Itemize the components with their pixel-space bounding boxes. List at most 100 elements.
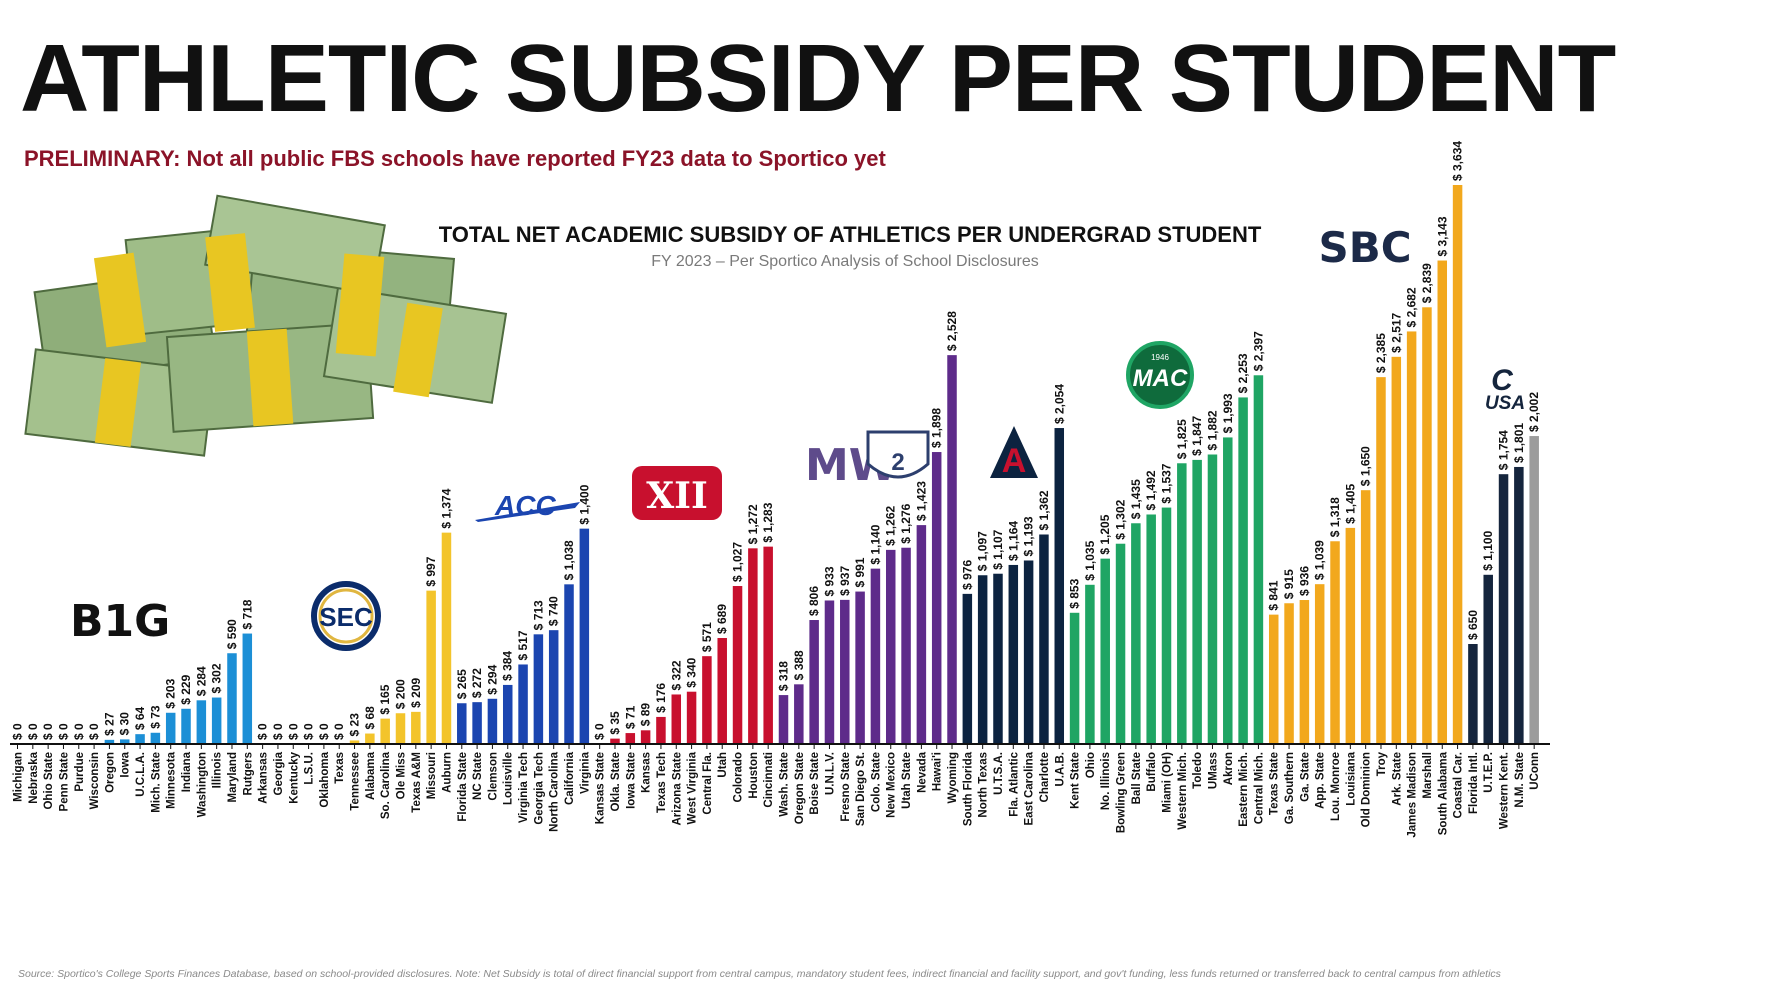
value-label: $ 0 [271,723,285,740]
school-label: Arizona State [671,752,683,826]
value-label: $ 1,801 [1512,423,1526,463]
value-label: $ 176 [654,683,668,713]
mac-logo: 1946 MAC [1126,341,1194,409]
school-label: Central Mich. [1253,752,1265,824]
value-label: $ 713 [531,600,545,630]
value-label: $ 200 [394,679,408,709]
footer-source-note: Source: Sportico's College Sports Financ… [18,968,1501,980]
school-label: Ole Miss [396,752,408,799]
value-label: $ 322 [669,660,683,690]
school-label: Ark. State [1391,752,1403,806]
aac-logo: A [990,426,1038,480]
school-label: UMass [1207,752,1219,789]
mac-logo-text: MAC [1133,365,1188,392]
value-label: $ 2,528 [945,311,959,351]
value-label: $ 1,537 [1160,463,1174,503]
bar-lou-monroe [1330,541,1340,744]
value-label: $ 1,362 [1037,490,1051,530]
bar-ole-miss [395,713,406,744]
school-label: Purdue [74,752,86,792]
bar-virginia [579,528,590,744]
school-label: Buffalo [1146,752,1158,792]
chart-title: TOTAL NET ACADEMIC SUBSIDY OF ATHLETICS … [439,222,1262,247]
bar-iowa-state [625,733,636,744]
cusa-logo-text: USA [1485,393,1525,414]
bar-central-mich- [1253,375,1264,744]
bar-texas-tech [656,716,666,744]
school-label: Bowling Green [1116,752,1128,833]
bar-central-fla- [702,656,712,744]
bar-western-mich- [1177,463,1187,744]
school-label: Florida State [457,752,469,822]
school-label: Fla. Atlantic [1008,751,1020,816]
bar-alabama [365,733,375,744]
value-label: $ 318 [777,661,791,691]
school-label: Troy [1376,751,1388,776]
school-label: Oregon [104,752,116,793]
value-label: $ 936 [1297,566,1311,596]
bar-kent-state [1069,612,1080,744]
value-label: $ 1,400 [577,484,591,524]
sun-belt-logo-text: SBC [1318,223,1411,272]
bar-james-madison [1406,331,1417,744]
school-label: New Mexico [886,752,898,818]
value-label: $ 340 [685,657,699,687]
pac2-logo: 2 [866,430,930,479]
bar-florida-state [457,703,467,744]
value-label: $ 30 [118,712,132,736]
value-label: $ 203 [164,678,178,708]
school-label: Colo. State [870,752,882,812]
bar-ga-southern [1284,603,1294,744]
value-label: $ 1,097 [976,531,990,571]
school-label: Boise State [809,752,821,815]
value-label: $ 1,650 [1359,446,1373,486]
bar-colo-state [870,568,881,744]
value-label: $ 1,435 [1129,479,1143,519]
bar-nevada [916,525,927,744]
value-label: $ 388 [792,650,806,680]
bar-bowling-green [1115,543,1126,744]
bar-akron [1223,437,1233,744]
value-label: $ 1,882 [1205,410,1219,450]
school-label: UConn [1529,752,1541,790]
school-label: San Diego St. [855,752,867,826]
value-label: $ 302 [210,663,224,693]
value-label: $ 89 [639,703,653,727]
value-label: $ 1,318 [1328,497,1342,537]
school-label: Marshall [1422,752,1434,799]
bar-western-kent- [1498,474,1509,744]
bar-charlotte [1039,534,1049,744]
value-label: $ 933 [822,566,836,596]
value-label: $ 272 [470,668,484,698]
value-label: $ 71 [623,705,637,729]
value-label: $ 384 [501,651,515,681]
main-title: ATHLETIC SUBSIDY PER STUDENT [20,25,1616,132]
school-label: Washington [196,752,208,817]
value-label: $ 0 [332,723,346,740]
bar-kansas [640,730,651,744]
bar-south-alabama [1437,260,1448,744]
school-label: Tennessee [350,752,362,811]
school-label: Maryland [227,752,239,803]
school-label: Nebraska [28,751,40,803]
value-label: $ 0 [286,723,300,740]
school-label: Georgia Tech [533,752,545,825]
bar-nc-state [472,702,482,744]
bar-new-mexico [885,549,896,744]
school-label: Clemson [487,752,499,801]
school-label: East Carolina [1024,751,1036,825]
value-label: $ 2,397 [1251,331,1265,371]
bar-texas-state [1268,614,1279,744]
value-label: $ 0 [256,723,270,740]
value-label: $ 0 [41,723,55,740]
school-label: Arkansas [258,752,270,804]
school-label: Auburn [441,752,453,793]
value-label: $ 1,374 [439,488,453,528]
school-label: Old Dominion [1361,752,1373,827]
school-label: Ohio [1085,752,1097,778]
bar-california [564,584,574,744]
school-label: Rutgers [242,752,254,795]
bar-fresno-state [840,599,850,744]
